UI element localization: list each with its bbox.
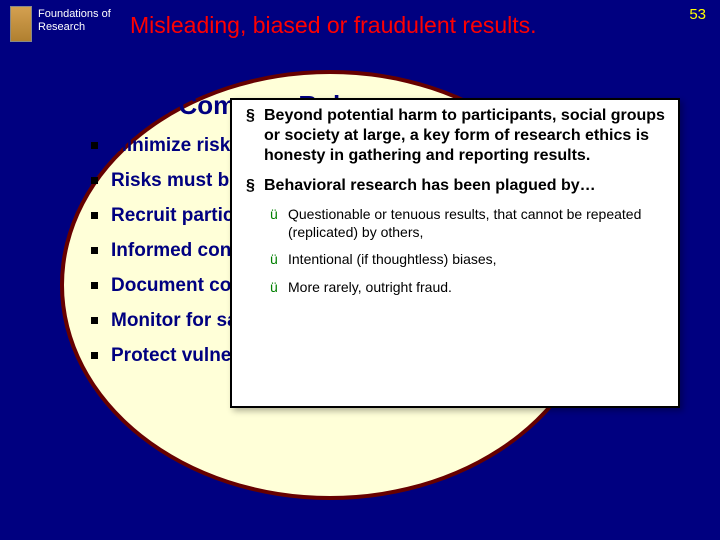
overlay-subbullet-2: Intentional (if thoughtless) biases, <box>244 251 668 269</box>
slide-title: Misleading, biased or fraudulent results… <box>118 6 537 39</box>
slide-number: 53 <box>689 6 706 23</box>
course-label: Foundations of Research <box>38 6 118 34</box>
overlay-box: Beyond potential harm to participants, s… <box>230 98 680 408</box>
overlay-subbullet-1: Questionable or tenuous results, that ca… <box>244 206 668 241</box>
slide-header: Foundations of Research Misleading, bias… <box>0 0 720 48</box>
overlay-bullet-1: Beyond potential harm to participants, s… <box>244 106 668 166</box>
logo-icon <box>10 6 32 42</box>
overlay-subbullet-3: More rarely, outright fraud. <box>244 279 668 297</box>
slide-content: The Common Rule Minimize risks Risks mus… <box>30 70 690 510</box>
overlay-bullet-2: Behavioral research has been plagued by… <box>244 176 668 196</box>
